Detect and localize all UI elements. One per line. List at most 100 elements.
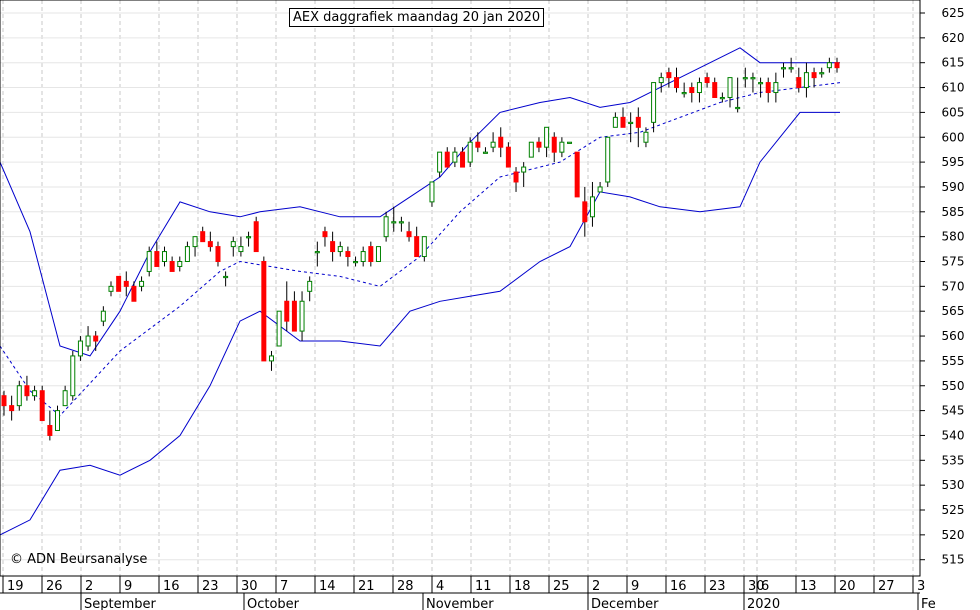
candle-body [47,425,53,436]
x-month-label: 2020 [747,597,780,610]
candle-body [544,126,550,148]
candle-body [161,251,167,262]
candle-body [406,231,412,238]
candle-body [337,246,343,253]
x-day-label: 16 [670,579,687,594]
candle-body [475,141,481,148]
candle-body [482,151,488,154]
candle-body [689,87,695,94]
y-tick-label: 590 [942,180,965,194]
lower-band-line [0,111,840,536]
candle-body [467,141,473,163]
candle-body [681,92,687,95]
candle-body [574,151,580,198]
candle-body [452,151,458,163]
x-day-label: 6 [761,579,769,594]
candle-body [307,280,313,292]
candle-body [643,131,649,143]
y-tick-label: 615 [942,56,965,70]
candle-body [758,82,764,85]
candle-body [9,405,15,412]
y-tick-label: 585 [942,205,965,219]
candle-body [521,166,527,173]
x-day-label: 23 [709,579,726,594]
candle-body [24,385,30,397]
y-tick-label: 525 [942,503,965,517]
candle-body [16,385,22,407]
x-month-label: September [84,597,157,610]
candle-body [398,221,404,224]
candle-body [261,261,267,362]
candle-body [796,77,802,89]
x-month-label: October [247,597,300,610]
candle-body [834,62,840,69]
candle-body [811,72,817,79]
x-day-label: 3 [917,579,925,594]
candle-body [368,246,374,262]
y-tick-label: 570 [942,279,965,293]
candle-body [788,67,794,70]
candle-body [345,251,351,258]
candle-body [330,241,336,253]
candle-body [712,82,718,98]
candle-body [32,390,38,397]
x-day-label: 20 [839,579,856,594]
vertical-gridlines [2,0,914,576]
middle-band-line [0,82,841,417]
candle-body [77,340,83,357]
candle-body [803,72,809,89]
candle-body [414,236,420,258]
y-tick-label: 515 [942,553,965,567]
y-tick-label: 565 [942,304,965,318]
candle-body [276,310,282,347]
candle-body [238,246,244,253]
candle-body [360,251,366,262]
y-tick-label: 580 [942,230,965,244]
candle-body [375,246,381,262]
candle-body [177,261,183,267]
candle-body [62,390,68,407]
candle-body [200,231,206,243]
candle-body [620,116,626,128]
x-month-label: December [591,597,659,610]
candle-body [704,77,710,84]
candle-body [781,67,787,70]
candle-body [253,221,259,253]
bollinger-bands [0,47,841,536]
y-tick-label: 610 [942,81,965,95]
candle-body [651,82,657,123]
candle-body [230,241,236,248]
candle-body [123,280,129,287]
candle-body [108,285,114,292]
candle-body [589,196,595,218]
x-day-label: 4 [436,579,444,594]
candle-body [246,236,252,239]
candle-body [826,62,832,69]
candle-body [597,186,603,193]
candle-body [192,236,198,248]
candle-body [773,82,779,94]
candle-body [146,251,152,272]
candle-body [536,141,542,148]
candle-body [268,355,274,362]
candle-body [750,77,756,80]
candle-body [39,390,45,422]
x-day-label: 14 [319,579,336,594]
candle-body [207,241,213,248]
x-day-label: 25 [553,579,570,594]
x-day-label: 9 [124,579,132,594]
candle-body [284,300,290,322]
candle-body [70,355,76,397]
x-day-label: 9 [631,579,639,594]
candle-body [559,141,565,153]
candle-body [116,275,122,292]
candle-body [291,300,297,332]
x-month-label: November [426,597,494,610]
y-tick-label: 530 [942,478,965,492]
candle-body [819,72,825,75]
y-axis: 515 520 525 530 535 540 545 550 555 560 565 570 575 5… [920,6,964,567]
candle-body [54,410,60,431]
horizontal-gridlines [0,12,920,561]
candle-body [93,335,99,342]
